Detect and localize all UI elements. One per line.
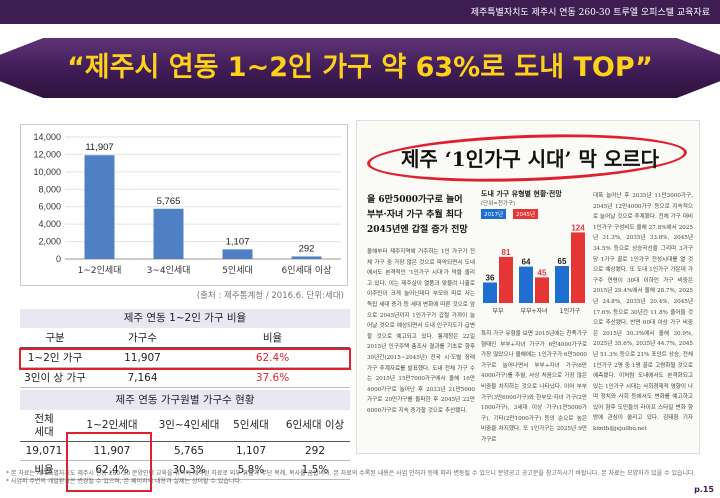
page-headline: “제주시 연동 1~2인 가구 약 63%로 도내 TOP” [67, 52, 653, 83]
bar-2045 [535, 277, 549, 303]
table-header-cell: 3인~4인세대 [158, 419, 220, 431]
clipping-chart-unit: (단위=천가구) [481, 201, 516, 207]
article-column: 특히 가구 유형을 보면 2015년에는 친족가구 형태인 부부+자녀 가구가 … [481, 331, 587, 443]
bar-value-label: 5,765 [157, 196, 181, 207]
ratio-table: 구분 가구수 비율 1~2인 가구 11,907 62.4% 3인이 상 가구 … [20, 328, 350, 388]
subhead: 부부·자녀 가구 추월 최다 [367, 210, 463, 220]
table-cell: 292 [304, 444, 326, 457]
clipping-headline: 제주 ‘1인가구 시대’ 막 오르다 [365, 129, 695, 187]
table-cell: 1,107 [235, 444, 267, 457]
clipping-subheads: 올 6만5000가구로 늘어 부부·자녀 가구 추월 최다 2045년엔 갑절 … [367, 193, 485, 238]
y-tick-label: 2,000 [38, 237, 61, 247]
bar-2017 [519, 266, 533, 303]
top-bar: 제주특별자치도 제주시 연동 260-30 트루엘 오피스텔 교육자료 [0, 0, 720, 24]
table-cell: 5,765 [173, 444, 205, 457]
table-cell: 1.5% [301, 463, 329, 476]
table-header-cell: 1~2인세대 [86, 419, 138, 431]
y-tick-label: 4,000 [38, 219, 61, 229]
table1-title: 제주 연동 1~2인 가구 비율 [20, 309, 350, 328]
table-header-cell: 6인세대 이상 [285, 419, 345, 431]
table-cell: 11,907 [93, 444, 131, 457]
bar-2017 [555, 266, 569, 303]
bar-value-label: 64 [522, 258, 531, 267]
bar-2045 [499, 256, 513, 303]
y-tick-label: 10,000 [33, 167, 61, 177]
y-tick-label: 12,000 [33, 149, 61, 159]
table-header-cell: 가구수 [128, 332, 157, 344]
bar-chart-svg: 0 2,000 4,000 6,000 8,000 10,000 12,000 14,000 1… [33, 132, 341, 276]
table-cell: 19,071 [25, 444, 63, 457]
x-tick-label: 3~4인세대 [147, 265, 191, 276]
table-header-cell: 5인세대 [233, 419, 269, 431]
bar [153, 208, 184, 259]
household-count-table: 전체 세대 1~2인세대 3인~4인세대 5인세대 6인세대 이상 19,071 … [20, 410, 350, 480]
household-bar-chart: 0 2,000 4,000 6,000 8,000 10,000 12,000 14,000 1… [20, 124, 348, 286]
bar-value-label: 1,107 [226, 236, 250, 247]
row-label: 3인이 상 가구 [24, 372, 86, 384]
x-tick-label: 5인세대 [222, 265, 253, 276]
category-label: 부부+자녀 [520, 307, 547, 315]
header-line: 전체 [34, 412, 54, 425]
legend-2017: 2017년 [481, 209, 507, 219]
row-count: 11,907 [124, 351, 161, 364]
table-row: 3인이 상 가구 7,164 37.6% [20, 368, 350, 388]
footnote: * 본 자료는 제주특별자치도 제주시 연동 260-30 분양인력 교육을 위… [6, 470, 696, 485]
bar-2017 [483, 282, 497, 303]
table-row: 19,071 11,907 5,765 1,107 292 [20, 442, 350, 461]
x-tick-label: 1~2인세대 [78, 265, 122, 276]
source-note: (출처 : 제주통계청 / 2016.6. 단위:세대) [196, 291, 344, 301]
category-label: 1인가구 [560, 307, 581, 315]
table-header-cell: 전체 세대 [20, 413, 68, 439]
bar-value-label: 65 [558, 257, 567, 266]
table-header-cell: 비율 [262, 332, 283, 344]
newspaper-clipping: 제주 ‘1인가구 시대’ 막 오르다 올 6만5000가구로 늘어 부부·자녀 … [356, 120, 700, 454]
bar-value-label: 81 [502, 248, 511, 257]
bar [222, 249, 253, 259]
table-cell: 62.4% [95, 463, 129, 476]
bar-value-label: 36 [486, 274, 495, 283]
y-tick-label: 6,000 [38, 202, 61, 212]
subhead: 올 6만5000가구로 늘어 [367, 195, 463, 205]
bar-2045 [571, 232, 585, 303]
table-cell: 비율 [34, 463, 54, 476]
clipping-chart: 도내 가구 유형별 현황·전망 (단위=천가구) 2017년 2045년 36 8… [481, 189, 589, 321]
y-tick-label: 14,000 [33, 132, 61, 142]
highlight-box [66, 432, 152, 492]
row-label: 1~2인 가구 [27, 352, 83, 364]
row-ratio: 62.4% [255, 351, 290, 364]
bar-value-label: 45 [538, 268, 547, 277]
highlight-box [19, 348, 351, 370]
category-label: 부부 [492, 308, 504, 315]
clipping-chart-title: 도내 가구 유형별 현황·전망 [481, 190, 562, 198]
table-row: 1~2인 가구 11,907 62.4% [20, 348, 350, 368]
bar-value-label: 292 [299, 243, 315, 254]
headline-banner: “제주시 연동 1~2인 가구 약 63%로 도내 TOP” [0, 38, 720, 98]
x-tick-label: 6인세대 이상 [282, 265, 332, 276]
table-header-row: 전체 세대 1~2인세대 3인~4인세대 5인세대 6인세대 이상 [20, 410, 350, 442]
clipping-chart-svg: 36 81 부부 64 45 부부+자녀 65 124 1인가구 [483, 223, 585, 315]
table-row: 비율 62.4% 30.3% 5.8% 1.5% [20, 461, 350, 480]
clipping-headline-text: 제주 ‘1인가구 시대’ 막 오르다 [400, 147, 660, 171]
table-header-cell: 구분 [45, 332, 65, 344]
table-cell: 30.3% [172, 463, 206, 476]
header-line: 세대 [34, 425, 54, 438]
row-ratio: 37.6% [255, 371, 290, 384]
legend-2045: 2045년 [513, 209, 539, 219]
y-tick-label: 0 [56, 254, 61, 264]
table2-title: 제주 연동 가구원별 가구수 현황 [20, 390, 350, 410]
table-header-row: 구분 가구수 비율 [20, 328, 350, 348]
bar [84, 155, 115, 259]
y-tick-label: 8,000 [38, 184, 61, 194]
article-column: 대폭 늘어난 후 2035년 11만3000가구, 2045년 12만4000가… [593, 193, 693, 433]
subhead: 2045년엔 갑절 증가 전망 [367, 225, 468, 235]
page-number: p.15 [694, 485, 714, 494]
row-count: 7,164 [127, 371, 158, 384]
bar-value-label: 11,907 [85, 142, 113, 153]
table-cell: 5.8% [237, 463, 265, 476]
bar-value-label: 124 [571, 223, 585, 232]
article-column: 올해부터 제주지역에 거주하는 1인 가구가 전체 가구 중 가장 많은 것으로… [367, 249, 475, 414]
bar [291, 256, 322, 259]
document-title: 제주특별자치도 제주시 연동 260-30 트루엘 오피스텔 교육자료 [470, 8, 710, 18]
